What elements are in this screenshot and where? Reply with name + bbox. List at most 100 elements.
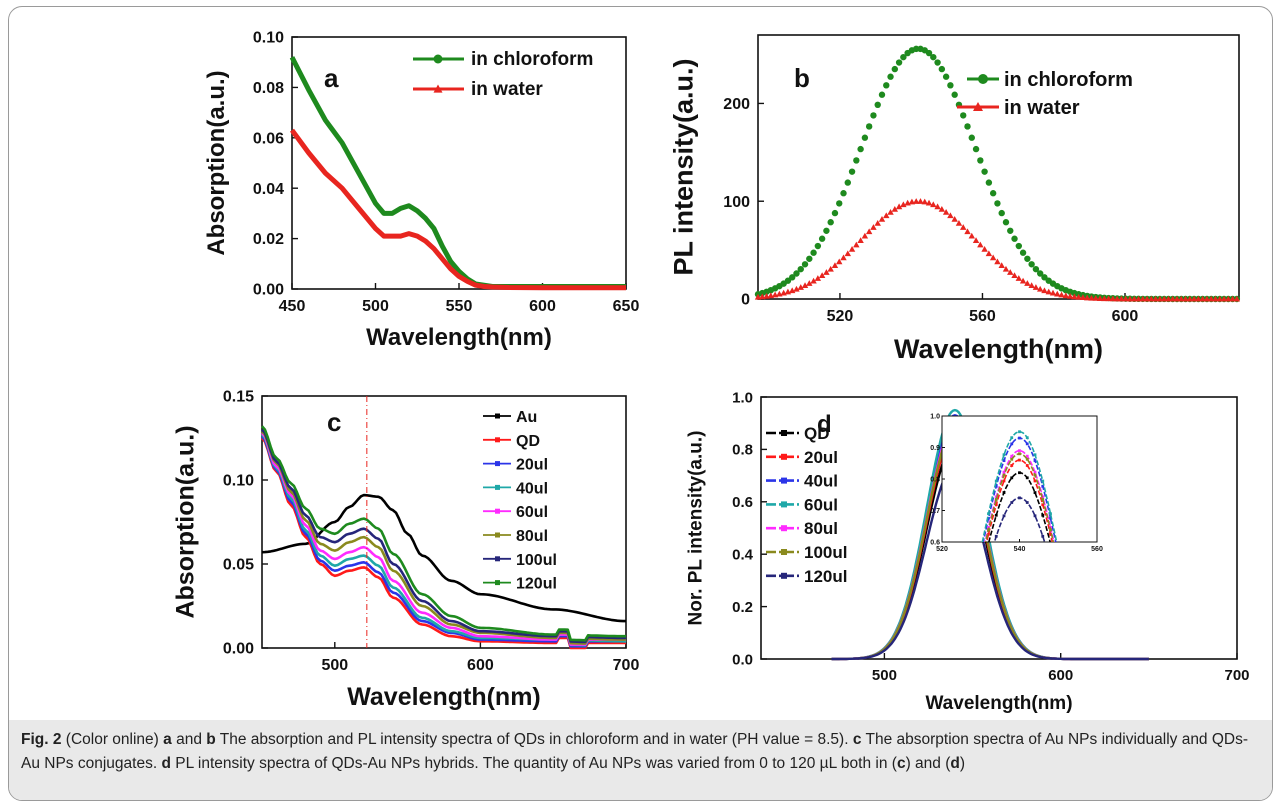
inset-data-point	[1072, 617, 1075, 620]
data-point	[784, 277, 792, 284]
legend-label: 80ul	[804, 519, 838, 538]
caption-fig-label: Fig. 2	[21, 731, 62, 748]
data-point	[818, 235, 826, 242]
inset-y-tick-label: 0.8	[930, 477, 940, 484]
data-point	[857, 145, 864, 153]
inset-data-point	[1072, 624, 1075, 627]
legend: in chloroform in water	[957, 69, 1133, 119]
data-point	[998, 262, 1005, 269]
y-tick-label: 0.4	[732, 546, 754, 563]
data-point	[1131, 295, 1138, 302]
data-point	[960, 224, 967, 230]
x-axis-title: Wavelength(nm)	[347, 683, 541, 711]
legend-marker	[781, 572, 787, 579]
inset-data-point	[1002, 514, 1006, 518]
y-tick-label: 0.8	[732, 442, 753, 459]
inset-data-point	[1010, 476, 1014, 480]
x-tick-label: 650	[613, 298, 640, 315]
y-axis-title: PL intensity(a.u.)	[669, 58, 699, 275]
x-axis-title: Wavelength(nm)	[894, 334, 1103, 364]
caption-segment: PL intensity spectra of QDs-Au NPs hybri…	[170, 755, 897, 772]
data-point	[1032, 284, 1040, 290]
data-point	[1173, 295, 1181, 302]
inset-data-point	[1057, 561, 1060, 564]
x-tick-label: 500	[362, 298, 389, 315]
inset-data-point	[994, 479, 998, 483]
data-point	[947, 212, 954, 219]
data-point	[977, 157, 984, 164]
series-20ul	[260, 435, 626, 648]
data-point	[972, 237, 980, 243]
inset-data-point	[1049, 516, 1052, 520]
series-line	[831, 463, 1149, 661]
caption-segment: ) and (	[905, 755, 951, 772]
inset-data-point	[1080, 653, 1083, 656]
inset-data-point	[1065, 595, 1068, 598]
data-point	[1036, 270, 1044, 277]
data-point	[1028, 282, 1035, 288]
data-point	[848, 246, 856, 252]
inset-data-point	[1033, 459, 1037, 462]
inset-series-qd	[988, 471, 1060, 576]
data-point	[938, 65, 946, 73]
data-point	[981, 246, 988, 252]
inset-data-point	[1033, 479, 1037, 483]
data-point	[951, 91, 958, 98]
inset-data-point	[1041, 484, 1045, 488]
inset-data-point	[1065, 593, 1068, 596]
data-point	[1122, 295, 1129, 302]
inset-data-point	[1018, 430, 1021, 434]
series-line	[260, 435, 626, 648]
data-point	[1152, 295, 1159, 302]
panel-label: a	[324, 63, 339, 93]
inset-data-point	[979, 561, 982, 564]
inset-data-point	[956, 653, 959, 656]
data-point	[1045, 288, 1052, 295]
series-line	[289, 56, 626, 289]
inset-data-point	[972, 584, 975, 587]
data-point	[870, 112, 877, 119]
inset-data-point	[1080, 665, 1083, 668]
data-point	[801, 261, 809, 268]
data-point	[887, 208, 894, 215]
data-point	[900, 201, 907, 208]
data-point	[994, 258, 1001, 265]
inset-data-point	[1041, 503, 1045, 507]
legend-label: 120ul	[516, 576, 557, 593]
inset-data-point	[964, 617, 967, 620]
inset-data-point	[1025, 457, 1029, 461]
data-point	[874, 101, 881, 109]
panel-b: 520 560 600 0 100 200 Wavelength(nm) PL intensi…	[669, 34, 1241, 364]
data-point	[1135, 295, 1142, 302]
x-axis-title: Wavelength(nm)	[366, 324, 552, 351]
inset-data-point	[979, 548, 982, 551]
data-point	[972, 145, 980, 153]
data-point	[861, 134, 869, 141]
data-point	[998, 209, 1005, 217]
data-point	[989, 190, 997, 197]
y-tick-label: 0.0	[732, 651, 753, 668]
caption-segment: d	[161, 755, 171, 772]
data-point	[844, 179, 851, 186]
inset-data-point	[1057, 573, 1060, 576]
inset-data-point	[1065, 584, 1068, 587]
data-point	[1084, 294, 1091, 301]
data-point	[1148, 295, 1155, 302]
y-tick-label: 0.10	[253, 30, 284, 47]
series-line	[289, 128, 626, 291]
data-point	[853, 241, 860, 248]
data-point	[1088, 294, 1095, 301]
y-tick-label: 0.2	[732, 599, 753, 616]
plot-frame	[261, 395, 627, 649]
inset-data-point	[979, 560, 982, 563]
data-point	[973, 102, 983, 111]
x-tick-label: 600	[1048, 667, 1073, 684]
legend-marker	[781, 501, 787, 508]
legend-marker	[781, 430, 787, 436]
inset-data-point	[1018, 496, 1021, 500]
legend-label: in chloroform	[1004, 69, 1133, 91]
inset-x-tick-label: 520	[936, 546, 948, 553]
y-tick-label: 0.08	[253, 80, 284, 97]
inset-data-point	[994, 534, 998, 538]
data-point	[848, 168, 856, 175]
